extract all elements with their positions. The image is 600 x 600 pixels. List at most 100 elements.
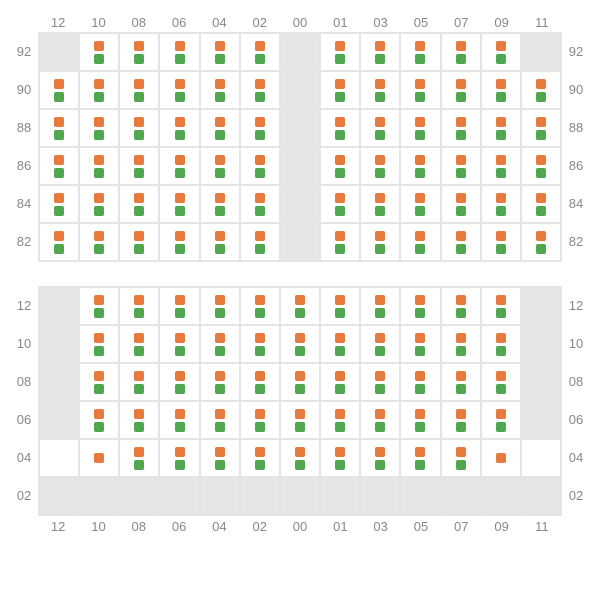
marker-green (175, 384, 185, 394)
grid-cell (240, 325, 280, 363)
marker-orange (175, 79, 185, 89)
marker-green (215, 168, 225, 178)
grid-cell (79, 477, 119, 515)
marker-green (496, 168, 506, 178)
marker-green (54, 92, 64, 102)
grid-cell (481, 477, 521, 515)
marker-orange (134, 295, 144, 305)
marker-orange (215, 333, 225, 343)
grid-cell (39, 185, 79, 223)
marker-orange (94, 231, 104, 241)
marker-green (456, 346, 466, 356)
grid-cell (521, 109, 561, 147)
x-axis-top: 12100806040200010305070911 (10, 12, 590, 32)
y-tick-right: 82 (562, 222, 590, 260)
grid-cell (360, 287, 400, 325)
y-tick-right: 02 (562, 476, 590, 514)
grid-cell (39, 325, 79, 363)
grid-cell (280, 401, 320, 439)
x-tick: 09 (481, 15, 521, 30)
marker-green (375, 168, 385, 178)
grid-cell (441, 287, 481, 325)
grid-body (38, 286, 562, 516)
y-tick-right: 04 (562, 438, 590, 476)
marker-orange (255, 295, 265, 305)
marker-orange (94, 453, 104, 463)
grid-cell (280, 223, 320, 261)
marker-green (335, 244, 345, 254)
grid-cell (280, 325, 320, 363)
marker-green (375, 206, 385, 216)
grid-cell (400, 477, 440, 515)
grid-cell (119, 401, 159, 439)
marker-orange (295, 333, 305, 343)
marker-green (536, 168, 546, 178)
marker-green (175, 130, 185, 140)
grid-cell (159, 439, 199, 477)
marker-green (335, 460, 345, 470)
grid-cell (119, 325, 159, 363)
marker-orange (536, 117, 546, 127)
marker-green (94, 244, 104, 254)
marker-orange (255, 117, 265, 127)
grid-cell (320, 325, 360, 363)
grid-cell (320, 477, 360, 515)
marker-green (335, 346, 345, 356)
marker-green (215, 346, 225, 356)
marker-orange (375, 79, 385, 89)
marker-green (94, 308, 104, 318)
marker-green (415, 460, 425, 470)
marker-orange (335, 79, 345, 89)
grid-cell (521, 147, 561, 185)
marker-green (94, 346, 104, 356)
grid-cell (119, 185, 159, 223)
grid-cell (79, 223, 119, 261)
marker-orange (215, 371, 225, 381)
marker-orange (335, 333, 345, 343)
marker-green (335, 130, 345, 140)
marker-green (375, 92, 385, 102)
marker-orange (456, 447, 466, 457)
marker-orange (94, 295, 104, 305)
marker-green (456, 244, 466, 254)
marker-orange (335, 117, 345, 127)
y-tick-right: 08 (562, 362, 590, 400)
grid-cell (320, 223, 360, 261)
grid-cell (240, 185, 280, 223)
marker-green (456, 308, 466, 318)
grid-cell (200, 223, 240, 261)
marker-orange (456, 79, 466, 89)
marker-green (215, 244, 225, 254)
marker-orange (215, 295, 225, 305)
marker-green (496, 346, 506, 356)
marker-green (175, 422, 185, 432)
marker-orange (335, 409, 345, 419)
marker-green (134, 384, 144, 394)
x-tick: 12 (38, 15, 78, 30)
grid-cell (360, 325, 400, 363)
marker-green (496, 54, 506, 64)
grid-cell (360, 147, 400, 185)
marker-orange (496, 295, 506, 305)
marker-green (175, 346, 185, 356)
marker-green (456, 92, 466, 102)
marker-orange (415, 409, 425, 419)
marker-orange (415, 447, 425, 457)
grid-cell (441, 147, 481, 185)
marker-orange (134, 231, 144, 241)
marker-green (375, 346, 385, 356)
grid-cell (200, 477, 240, 515)
marker-green (175, 308, 185, 318)
grid-cell (521, 325, 561, 363)
marker-orange (456, 155, 466, 165)
grid-cell (159, 363, 199, 401)
grid-cell (521, 71, 561, 109)
marker-orange (415, 333, 425, 343)
marker-orange (255, 231, 265, 241)
y-tick-left: 86 (10, 146, 38, 184)
grid-cell (240, 147, 280, 185)
x-tick: 11 (522, 519, 562, 534)
y-tick-left: 06 (10, 400, 38, 438)
marker-orange (335, 371, 345, 381)
marker-orange (94, 371, 104, 381)
